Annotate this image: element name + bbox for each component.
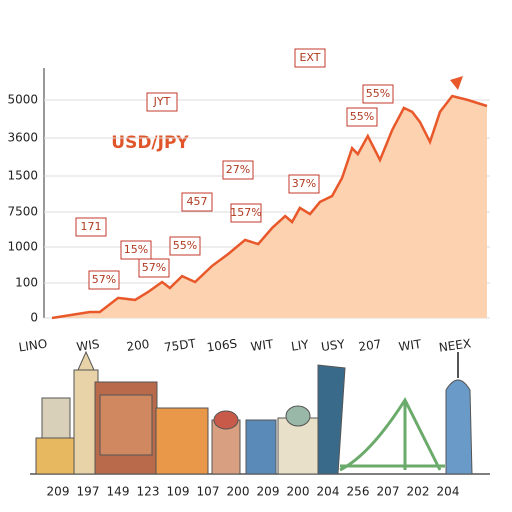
annotation-box — [288, 174, 320, 194]
annotation-box — [120, 240, 152, 260]
y-tick-label: 3600 — [7, 131, 38, 145]
x-tick-label: WIT — [398, 337, 423, 354]
area — [52, 96, 487, 318]
annotation-box — [169, 236, 201, 256]
x-tick-label: WIT — [250, 337, 275, 354]
annotation: 171 — [81, 220, 102, 233]
annotation: 27% — [226, 163, 250, 176]
arrow-head — [450, 76, 463, 90]
annotation: 57% — [92, 273, 116, 286]
bottom-label: 204 — [437, 485, 460, 499]
line — [51, 94, 488, 320]
annotation-box — [222, 160, 254, 180]
annotation: 55% — [366, 87, 390, 100]
annotation-box — [88, 270, 120, 290]
y-tick-label: 5000 — [7, 93, 38, 107]
y-tick-label: 7500 — [7, 205, 38, 219]
bottom-label: 204 — [317, 485, 340, 499]
y-tick-label: 0 — [30, 311, 38, 325]
x-tick-label: LIY — [290, 337, 310, 353]
x-tick-label: 200 — [126, 337, 151, 354]
bottom-label: 202 — [407, 485, 430, 499]
annotation: 55% — [350, 110, 374, 123]
annotation: 457 — [187, 195, 208, 208]
x-tick-label: LINO — [18, 337, 48, 355]
annotation-box — [138, 258, 170, 278]
bottom-label: 209 — [47, 485, 70, 499]
bottom-label: 200 — [227, 485, 250, 499]
bottom-label: 256 — [347, 485, 370, 499]
bottom-label: 109 — [167, 485, 190, 499]
skyline — [30, 350, 490, 475]
chart-title: USD/JPY — [111, 133, 189, 153]
annotation: EXT — [299, 51, 320, 64]
annotation: JYT — [153, 95, 171, 108]
annotation-box — [181, 192, 213, 212]
bottom-label: 123 — [137, 485, 160, 499]
bottom-label: 149 — [107, 485, 130, 499]
annotation: 15% — [124, 243, 148, 256]
annotation-box — [294, 48, 326, 68]
y-tick-label: 1500 — [7, 169, 38, 183]
y-tick-label: 100 — [15, 276, 38, 290]
x-tick-label: 207 — [358, 337, 383, 354]
y-tick-label: 1000 — [7, 240, 38, 254]
bottom-label: 197 — [77, 485, 100, 499]
annotation: 55% — [173, 239, 197, 252]
x-tick-label: 106S — [206, 336, 238, 354]
annotation-box — [362, 84, 394, 104]
annotation: 157% — [230, 206, 261, 219]
annotation-box — [346, 107, 378, 127]
bottom-label: 200 — [287, 485, 310, 499]
bottom-label: 207 — [377, 485, 400, 499]
x-tick-label: USY — [320, 337, 346, 354]
bottom-label: 209 — [257, 485, 280, 499]
annotation-box — [146, 92, 178, 112]
annotation: 57% — [142, 261, 166, 274]
annotation: 37% — [292, 177, 316, 190]
x-tick-label: 75DT — [163, 336, 197, 354]
x-tick-label: NEEX — [438, 336, 472, 354]
x-tick-label: WIS — [76, 337, 101, 354]
bottom-label: 107 — [197, 485, 220, 499]
annotation-box — [230, 203, 262, 223]
annotation-box — [75, 217, 107, 237]
